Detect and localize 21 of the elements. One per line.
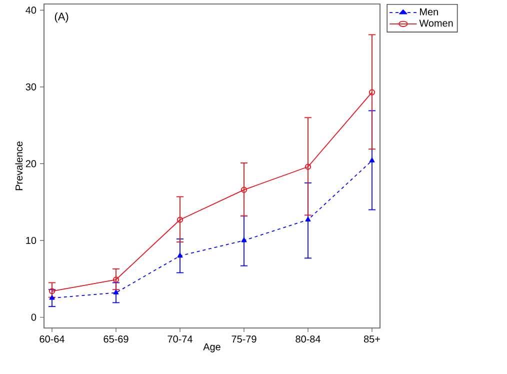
annotation: (A) [54,12,68,23]
y-tick-label: 40 [26,6,36,14]
point [369,158,375,162]
y-tick-label: 20 [26,160,36,168]
x-tick-label: 70-74 [168,336,192,343]
legend-label: Men [420,8,438,16]
y-tick-label: 10 [26,236,36,244]
x-tick-label: 60-64 [40,336,64,343]
y-tick-label: 30 [26,83,36,90]
x-tick-label: 65-69 [104,336,128,343]
y-axis-title: Prevalence [15,142,23,190]
x-tick-label: 75-79 [232,336,256,343]
point [305,216,311,222]
legend-label: Women [419,20,453,27]
point [113,290,119,294]
x-axis-title: Age [203,343,220,352]
x-tick-label: 80-84 [296,336,320,343]
point [177,252,183,258]
y-tick-label: 0 [31,314,36,321]
x-tick-label: 85+ [364,336,380,343]
point [241,237,247,242]
